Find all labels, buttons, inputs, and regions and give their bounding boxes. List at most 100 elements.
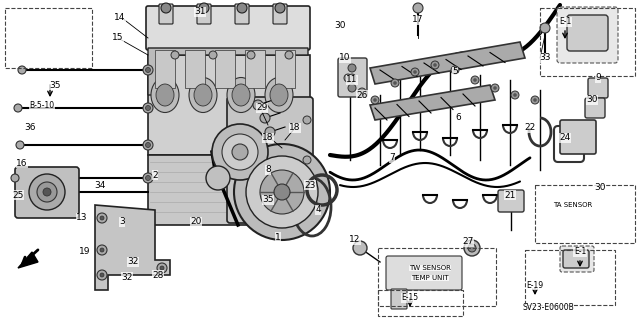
Text: 7: 7: [389, 153, 395, 162]
Text: 5: 5: [452, 68, 458, 77]
Circle shape: [206, 166, 230, 190]
Circle shape: [145, 68, 150, 72]
FancyBboxPatch shape: [567, 15, 608, 51]
Circle shape: [348, 74, 356, 82]
Circle shape: [531, 96, 539, 104]
Circle shape: [360, 90, 364, 94]
Bar: [378, 290, 463, 316]
Text: 33: 33: [540, 54, 551, 63]
Circle shape: [253, 100, 263, 110]
Circle shape: [246, 156, 318, 228]
Text: 21: 21: [504, 190, 516, 199]
Circle shape: [29, 174, 65, 210]
Text: TA SENSOR: TA SENSOR: [554, 202, 593, 208]
FancyBboxPatch shape: [557, 7, 618, 63]
Text: 32: 32: [122, 272, 132, 281]
Circle shape: [303, 156, 311, 164]
Text: 16: 16: [16, 159, 28, 167]
Circle shape: [431, 61, 439, 69]
Text: 24: 24: [559, 133, 571, 143]
Circle shape: [344, 74, 352, 82]
Text: 32: 32: [127, 257, 139, 266]
Circle shape: [100, 216, 104, 220]
FancyBboxPatch shape: [146, 6, 310, 50]
Text: 31: 31: [195, 8, 205, 17]
Text: 34: 34: [94, 181, 106, 189]
Circle shape: [491, 84, 499, 92]
Polygon shape: [370, 42, 525, 84]
Bar: [378, 248, 496, 306]
Ellipse shape: [189, 78, 217, 113]
Circle shape: [209, 51, 217, 59]
Text: 35: 35: [262, 196, 274, 204]
Circle shape: [16, 141, 24, 149]
FancyBboxPatch shape: [585, 98, 605, 118]
Circle shape: [453, 68, 457, 72]
Circle shape: [143, 173, 153, 183]
Circle shape: [199, 3, 209, 13]
Circle shape: [285, 51, 293, 59]
Circle shape: [468, 244, 476, 252]
Text: TEMP UNIT: TEMP UNIT: [411, 275, 449, 281]
Circle shape: [451, 66, 459, 74]
Circle shape: [533, 98, 537, 102]
Bar: [525, 250, 615, 305]
Text: E-1: E-1: [574, 248, 586, 256]
Circle shape: [358, 88, 366, 96]
FancyBboxPatch shape: [498, 190, 524, 212]
Circle shape: [513, 93, 517, 97]
Circle shape: [97, 245, 107, 255]
Ellipse shape: [232, 84, 250, 106]
Circle shape: [222, 134, 258, 170]
Circle shape: [212, 124, 268, 180]
Circle shape: [260, 170, 304, 214]
Bar: [155, 50, 175, 88]
Circle shape: [391, 79, 399, 87]
Text: 30: 30: [586, 95, 598, 105]
Text: 10: 10: [339, 54, 351, 63]
Text: 18: 18: [289, 123, 301, 132]
FancyBboxPatch shape: [227, 97, 313, 223]
FancyBboxPatch shape: [273, 4, 287, 24]
Circle shape: [353, 241, 367, 255]
Text: 1: 1: [275, 233, 281, 241]
Text: 36: 36: [24, 123, 36, 132]
Bar: [185, 50, 205, 88]
FancyBboxPatch shape: [560, 246, 594, 272]
Text: 12: 12: [349, 235, 361, 244]
FancyBboxPatch shape: [391, 289, 407, 309]
Circle shape: [171, 51, 179, 59]
Text: 35: 35: [49, 80, 61, 90]
Circle shape: [160, 266, 164, 270]
Circle shape: [43, 188, 51, 196]
Circle shape: [473, 78, 477, 82]
Circle shape: [237, 3, 247, 13]
Circle shape: [413, 70, 417, 74]
Circle shape: [161, 3, 171, 13]
FancyBboxPatch shape: [159, 4, 173, 24]
Circle shape: [303, 116, 311, 124]
Circle shape: [232, 144, 248, 160]
Text: 22: 22: [524, 123, 536, 132]
Text: 17: 17: [412, 16, 424, 25]
Text: 25: 25: [12, 190, 24, 199]
Bar: [540, 8, 635, 76]
Circle shape: [346, 76, 350, 80]
Text: 9: 9: [595, 73, 601, 83]
Bar: [5, 8, 92, 68]
Circle shape: [143, 140, 153, 150]
Text: 27: 27: [462, 238, 474, 247]
Text: 30: 30: [595, 183, 605, 192]
FancyBboxPatch shape: [560, 120, 596, 154]
Polygon shape: [148, 48, 308, 95]
FancyBboxPatch shape: [338, 58, 367, 97]
Text: 29: 29: [256, 103, 268, 113]
Circle shape: [145, 175, 150, 181]
Text: 18: 18: [262, 133, 274, 143]
Ellipse shape: [265, 78, 293, 113]
Polygon shape: [95, 205, 170, 290]
Text: 6: 6: [455, 114, 461, 122]
FancyBboxPatch shape: [386, 256, 462, 290]
Polygon shape: [370, 85, 495, 120]
Text: 28: 28: [152, 271, 164, 279]
